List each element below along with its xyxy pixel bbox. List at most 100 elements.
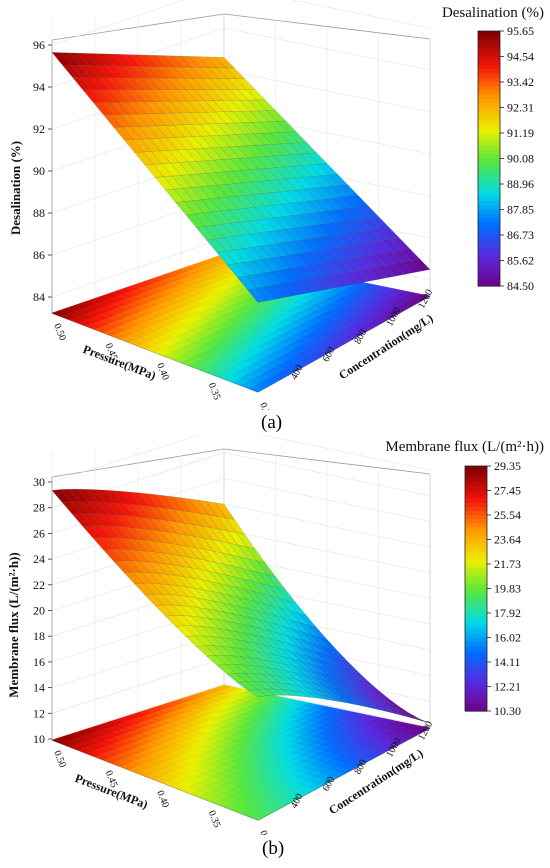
surface-patch: [238, 99, 259, 112]
surface-patch: [264, 612, 285, 627]
colorbar-step: [478, 56, 500, 62]
colorbar-step: [465, 572, 487, 577]
surface-patch: [288, 650, 309, 664]
surface-patch: [207, 617, 228, 631]
surface-patch: [276, 242, 297, 256]
colorbar-step: [478, 226, 500, 232]
surface-patch: [359, 205, 379, 218]
surface-patch: [266, 230, 286, 244]
z-tick-label: 14: [33, 681, 45, 695]
colorbar-step: [478, 213, 500, 219]
colorbar-step: [465, 543, 487, 549]
x-tick-label: 0.35: [206, 381, 223, 401]
surface-patch: [180, 55, 201, 68]
colorbar-step: [478, 239, 500, 245]
surface-patch: [51, 52, 72, 66]
surface-patch: [328, 173, 349, 186]
surface-patch: [276, 587, 297, 604]
surface-patch: [355, 242, 376, 256]
surface-patch: [328, 680, 348, 692]
colorbar-step: [478, 171, 500, 177]
colorbar-step: [478, 218, 500, 223]
surface-patch: [268, 584, 289, 601]
colorbar-step: [478, 205, 500, 211]
colorbar-step: [465, 592, 487, 598]
surface-patch: [118, 101, 139, 115]
colorbar-step: [465, 653, 487, 659]
response-surface: [51, 52, 431, 303]
colorbar-step: [478, 269, 500, 274]
colorbar-step: [465, 666, 487, 671]
colorbar-step: [478, 77, 500, 83]
z-tick-label: 86: [33, 248, 45, 262]
colorbar-step: [465, 706, 487, 712]
surface-patch: [280, 607, 301, 623]
surface-patch: [410, 258, 431, 272]
surface-patch: [379, 226, 400, 240]
z-tick-label: 28: [33, 501, 45, 515]
colorbar-step: [465, 551, 487, 557]
colorbar-step: [478, 243, 500, 249]
z-tick-label: 20: [33, 604, 45, 618]
colorbar-step: [478, 107, 500, 113]
colorbar-step: [465, 649, 487, 655]
colorbar-step: [478, 52, 500, 58]
colorbar-step: [465, 637, 487, 643]
colorbar-step: [478, 60, 500, 66]
colorbar-step: [478, 86, 500, 92]
surface-patch: [249, 168, 269, 182]
surface-patch: [278, 676, 298, 686]
surface-patch: [294, 672, 314, 683]
colorbar-tick-label: 93.42: [507, 75, 534, 89]
colorbar-step: [478, 69, 500, 75]
colorbar-step: [465, 523, 487, 528]
colorbar-step: [465, 580, 487, 586]
surface-patch: [252, 590, 273, 606]
colorbar-step: [465, 674, 487, 679]
surface-patch: [359, 702, 379, 710]
colorbar-tick-label: 19.83: [494, 582, 521, 596]
surface-patch: [128, 549, 149, 563]
colorbar-step: [465, 657, 487, 663]
colorbar-step: [465, 547, 487, 553]
surface-patch: [120, 114, 141, 127]
colorbar-tick-label: 84.50: [507, 279, 534, 293]
surface-patch: [135, 538, 156, 553]
colorbar-step: [478, 133, 500, 138]
colorbar-step: [478, 120, 500, 126]
surface-patch: [281, 215, 302, 229]
colorbar-tick-label: 10.30: [494, 704, 521, 718]
colorbar-step: [478, 99, 500, 104]
colorbar-step: [478, 43, 500, 49]
colorbar-step: [478, 103, 500, 109]
surface-patch: [120, 491, 141, 506]
colorbar-step: [478, 154, 500, 160]
colorbar-step: [465, 478, 487, 483]
surface-patch: [374, 252, 395, 266]
surface-patch: [137, 54, 158, 67]
colorbar-step: [478, 124, 500, 130]
floor-cell: [413, 725, 431, 733]
colorbar-step: [478, 167, 500, 172]
surface-patch: [111, 548, 132, 561]
surface-patch: [362, 229, 383, 242]
colorbar-step: [478, 209, 500, 215]
x-tick-label: 0.40: [154, 789, 171, 809]
z-tick-label: 84: [33, 290, 45, 304]
colorbar-step: [465, 576, 487, 581]
surface-patch: [185, 586, 206, 600]
panel-label-a: (a): [261, 412, 283, 433]
colorbar-step: [465, 698, 487, 704]
surface-patch: [371, 228, 391, 241]
surface-patch: [262, 681, 283, 690]
surface-patch: [390, 237, 410, 250]
surface-patch: [300, 225, 321, 239]
colorbar-step: [478, 252, 500, 257]
surface-patch: [331, 663, 352, 676]
colorbar-step: [465, 702, 487, 708]
surface-patch: [306, 686, 326, 696]
colorbar-step: [465, 588, 487, 594]
z-tick-label: 96: [33, 38, 45, 52]
surface-patch: [312, 249, 333, 264]
surface-patch: [268, 179, 288, 192]
